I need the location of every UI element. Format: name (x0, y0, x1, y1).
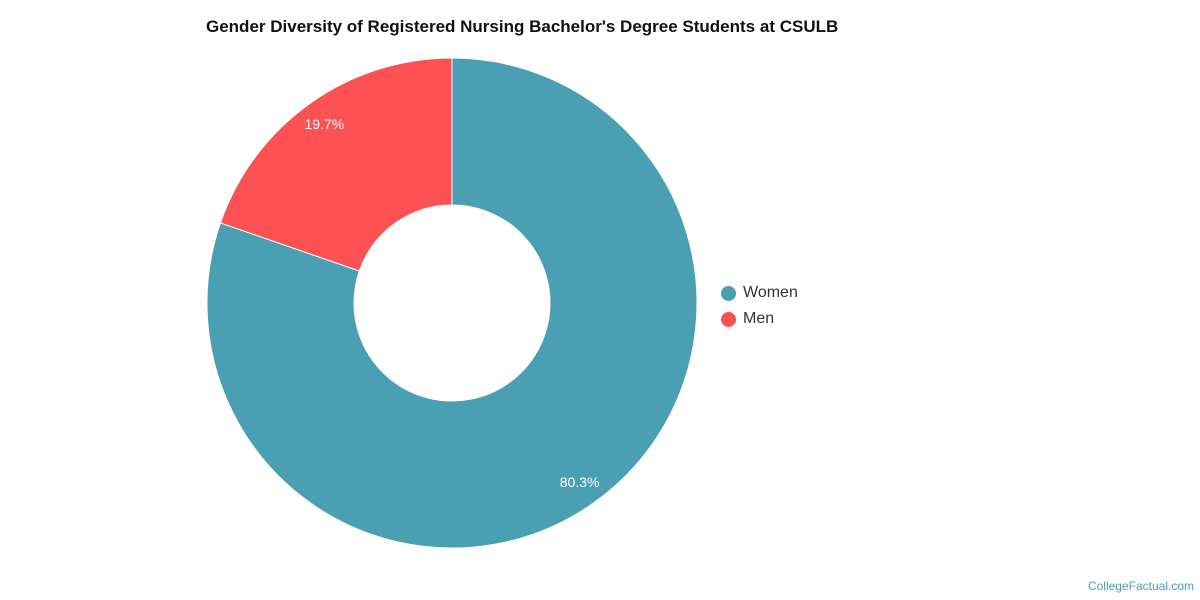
donut-slices (206, 57, 698, 549)
legend-swatch-men (721, 311, 736, 327)
legend-label-women: Women (743, 284, 798, 301)
source-credit[interactable]: CollegeFactual.com (1087, 579, 1194, 593)
donut-slice-labels: 80.3% 19.7% (305, 116, 600, 490)
data-label-women: 80.3% (560, 474, 600, 490)
legend-swatch-women (721, 285, 736, 301)
donut-slice-men[interactable] (219, 57, 453, 272)
donut-slice-women[interactable] (206, 57, 698, 549)
legend-item-men[interactable]: Men (721, 306, 798, 332)
legend-label-men: Men (743, 310, 775, 327)
data-label-men: 19.7% (305, 116, 345, 132)
chart-legend: Women Men (721, 280, 798, 332)
chart-title: Gender Diversity of Registered Nursing B… (206, 17, 839, 36)
legend-item-women[interactable]: Women (721, 280, 798, 306)
